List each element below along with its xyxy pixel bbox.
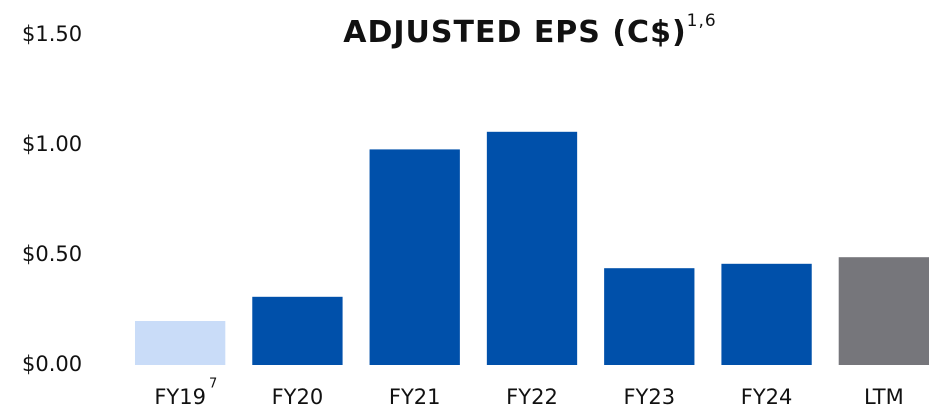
x-tick-label: FY19 <box>154 385 206 409</box>
y-tick-label: $1.00 <box>22 132 82 156</box>
bar <box>486 131 578 365</box>
y-tick-label: $1.50 <box>22 22 82 46</box>
bar <box>838 257 930 365</box>
bar <box>252 296 343 365</box>
bar <box>369 149 460 365</box>
bar <box>604 268 695 365</box>
x-tick-label: LTM <box>864 385 904 409</box>
bar <box>134 321 226 365</box>
x-tick-superscript: 7 <box>209 377 217 392</box>
x-tick-label: FY21 <box>389 385 441 409</box>
title-superscript: 1,6 <box>687 11 717 31</box>
chart-title-group: ADJUSTED EPS (C$)1,6 <box>343 11 716 50</box>
chart-title: ADJUSTED EPS (C$) <box>343 15 686 50</box>
bar <box>721 263 812 365</box>
x-tick-label: FY22 <box>506 385 558 409</box>
y-tick-label: $0.00 <box>22 352 82 376</box>
x-tick-label: FY20 <box>272 385 324 409</box>
x-tick-label: FY24 <box>741 385 793 409</box>
x-tick-label: FY23 <box>623 385 675 409</box>
y-tick-label: $0.50 <box>22 242 82 266</box>
